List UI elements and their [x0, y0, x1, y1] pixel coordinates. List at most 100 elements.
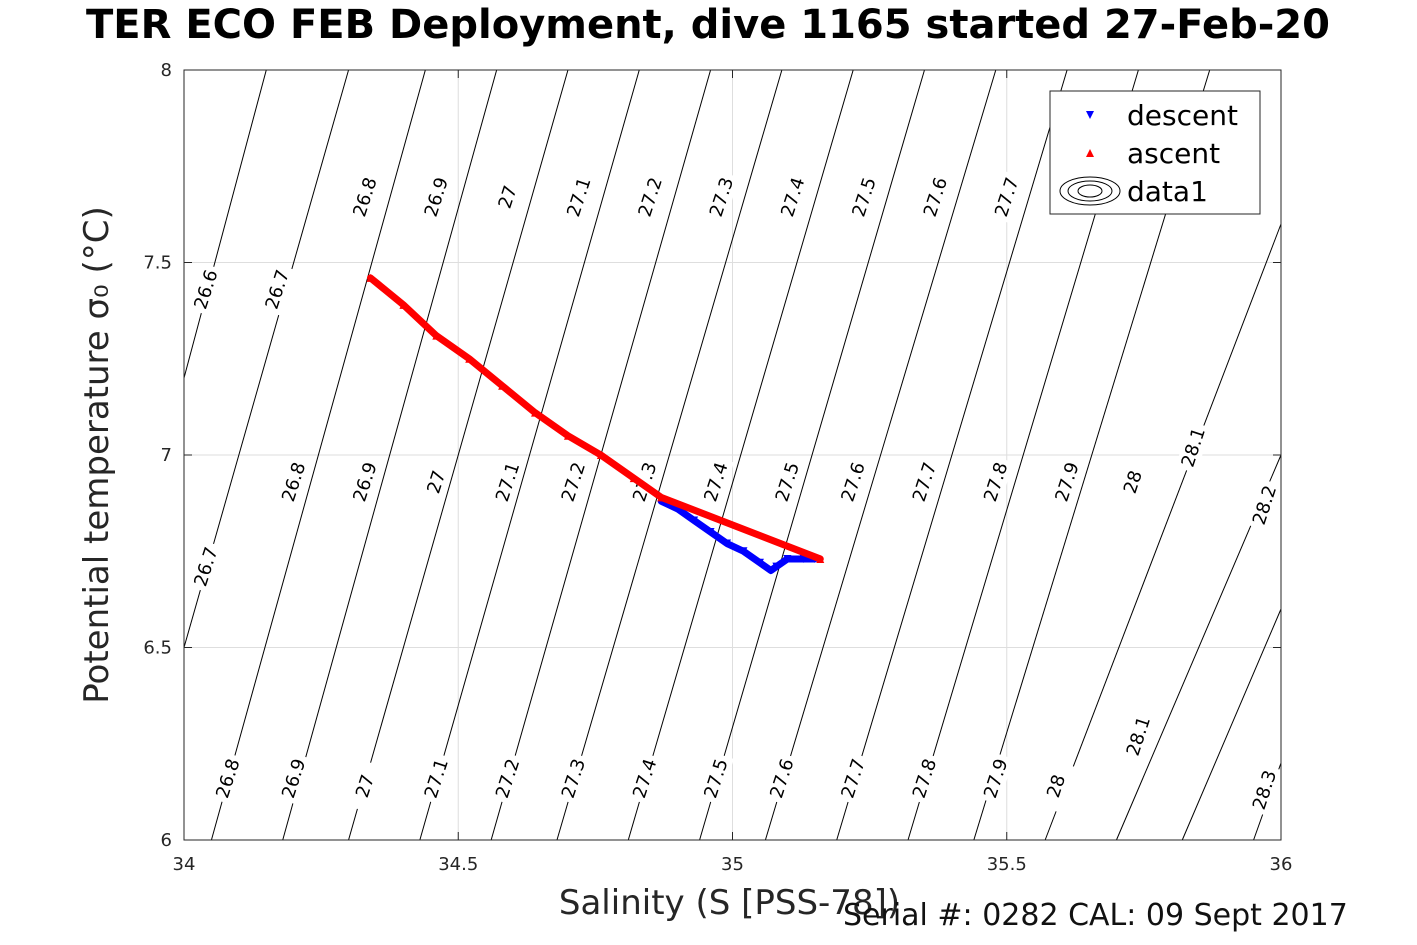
legend-contour-ring: [1077, 184, 1103, 198]
contour-line: [1044, 223, 1282, 841]
contour-label: 27.1: [563, 175, 595, 220]
descent-marker: [690, 516, 699, 525]
legend-ascent-marker: [1086, 149, 1094, 157]
contour-label-bg: [626, 752, 663, 805]
descent-marker: [723, 539, 732, 548]
contour-label-bg: [988, 170, 1025, 224]
contour-label: 26.8: [278, 460, 310, 505]
x-tick-label: 34: [173, 854, 196, 875]
contour-line: [556, 69, 783, 841]
descent-marker: [766, 566, 775, 575]
descent-marker: [739, 547, 748, 556]
contour-line: [210, 69, 426, 841]
contour-label: 27.3: [706, 175, 738, 220]
contour-label-bg: [259, 263, 296, 316]
legend[interactable]: descent ascent data1: [1049, 90, 1261, 215]
ascent-marker: [531, 408, 540, 417]
contour-label-bg: [489, 170, 526, 224]
contour-label: 27.5: [700, 756, 732, 801]
ascent-marker: [465, 354, 474, 363]
y-axis-label: Potential temperature σ₀ (°C): [77, 206, 117, 704]
contour-label-bg: [555, 752, 592, 805]
ascent-marker: [498, 381, 507, 390]
contour-label: 27.6: [766, 756, 798, 801]
data-series: [366, 273, 825, 575]
contour-label-bg: [347, 170, 383, 224]
contour-line: [627, 69, 854, 841]
contour-label: 26.9: [349, 460, 381, 505]
contour-label: 27.1: [421, 756, 453, 801]
legend-contour-ring: [1067, 180, 1113, 202]
contour-label: 26.6: [190, 267, 222, 312]
descent-marker: [772, 562, 781, 571]
serial-calibration-note: Serial #: 0282 CAL: 09 Sept 2017: [843, 898, 1348, 933]
contour-label-bg: [774, 170, 811, 224]
contour-line: [282, 69, 498, 841]
contour-label: 27.7: [909, 460, 941, 505]
contour-label-bg: [188, 540, 224, 593]
contour-label: 27.7: [837, 756, 869, 801]
contour-label: 27.8: [980, 460, 1012, 505]
y-tick-label: 7.5: [143, 253, 172, 274]
contour-label-bg: [555, 455, 592, 509]
contour-label-bg: [418, 170, 455, 224]
contour-label: 27.6: [920, 175, 952, 220]
contour-label-bg: [347, 455, 383, 509]
contour-label-bg: [418, 752, 455, 805]
contour-label-bg: [632, 170, 669, 224]
legend-descent-label: descent: [1127, 99, 1238, 132]
ascent-marker: [657, 493, 666, 502]
contour-label: 26.9: [421, 175, 453, 220]
contour-label: 27.2: [492, 756, 524, 801]
ascent-marker: [816, 554, 825, 563]
contour-line: [183, 69, 267, 379]
legend-contour-ring: [1059, 176, 1121, 206]
descent-marker: [755, 558, 764, 567]
ascent-marker: [629, 474, 638, 483]
contour-label: 26.7: [190, 545, 222, 590]
contour-label-bg: [188, 263, 224, 316]
ascent-series: [366, 273, 825, 563]
ascent-marker: [596, 451, 605, 459]
contour-label-bg: [977, 455, 1014, 509]
contour-line: [419, 69, 640, 841]
legend-contour-icon: [1059, 176, 1121, 206]
contour-label: 27.1: [492, 460, 524, 505]
contour-label-bg: [698, 455, 734, 509]
contour-label-bg: [210, 752, 246, 805]
contour-label-bg: [917, 170, 954, 224]
contour-label-bg: [1175, 421, 1212, 474]
contour-line: [836, 69, 1068, 841]
x-tick-label: 35.5: [987, 854, 1027, 875]
contour-label: 27.4: [777, 175, 809, 220]
contour-label: 27.4: [629, 756, 661, 801]
y-tick-label: 6.5: [143, 638, 172, 659]
contour-label: 26.9: [278, 756, 310, 801]
contour-label: 27.7: [991, 175, 1023, 220]
contour-label-bg: [698, 752, 734, 805]
contour-label: 28.3: [1249, 768, 1281, 813]
contour-label: 27.8: [909, 756, 941, 801]
contour-line: [764, 69, 997, 841]
contour-label-bg: [763, 752, 800, 805]
contour-label-bg: [1115, 455, 1151, 509]
contour-label: 26.7: [262, 267, 294, 312]
contour-label-bg: [1246, 763, 1283, 817]
legend-box: [1049, 90, 1261, 215]
contour-label: 27.5: [848, 175, 880, 220]
contour-label-bg: [1038, 759, 1074, 813]
axis-ticks: 34 34.5 35 35.5 36 6 6.5 7 7.5 8: [143, 60, 1292, 875]
legend-ascent-label: ascent: [1127, 137, 1220, 170]
contour-label-bg: [489, 455, 526, 509]
contour-label-bg: [489, 752, 526, 805]
contour-label: 28.2: [1249, 483, 1281, 528]
contour-label-bg: [347, 759, 383, 813]
contour-line: [348, 69, 569, 841]
contour-label-bg: [835, 455, 872, 509]
y-tick-label: 7: [161, 445, 172, 466]
contour-label-bg: [418, 455, 455, 509]
x-tick-label: 36: [1270, 854, 1293, 875]
contour-line: [1181, 608, 1282, 841]
contour-label: 28.1: [1178, 425, 1210, 470]
descent-trace: [657, 497, 819, 574]
